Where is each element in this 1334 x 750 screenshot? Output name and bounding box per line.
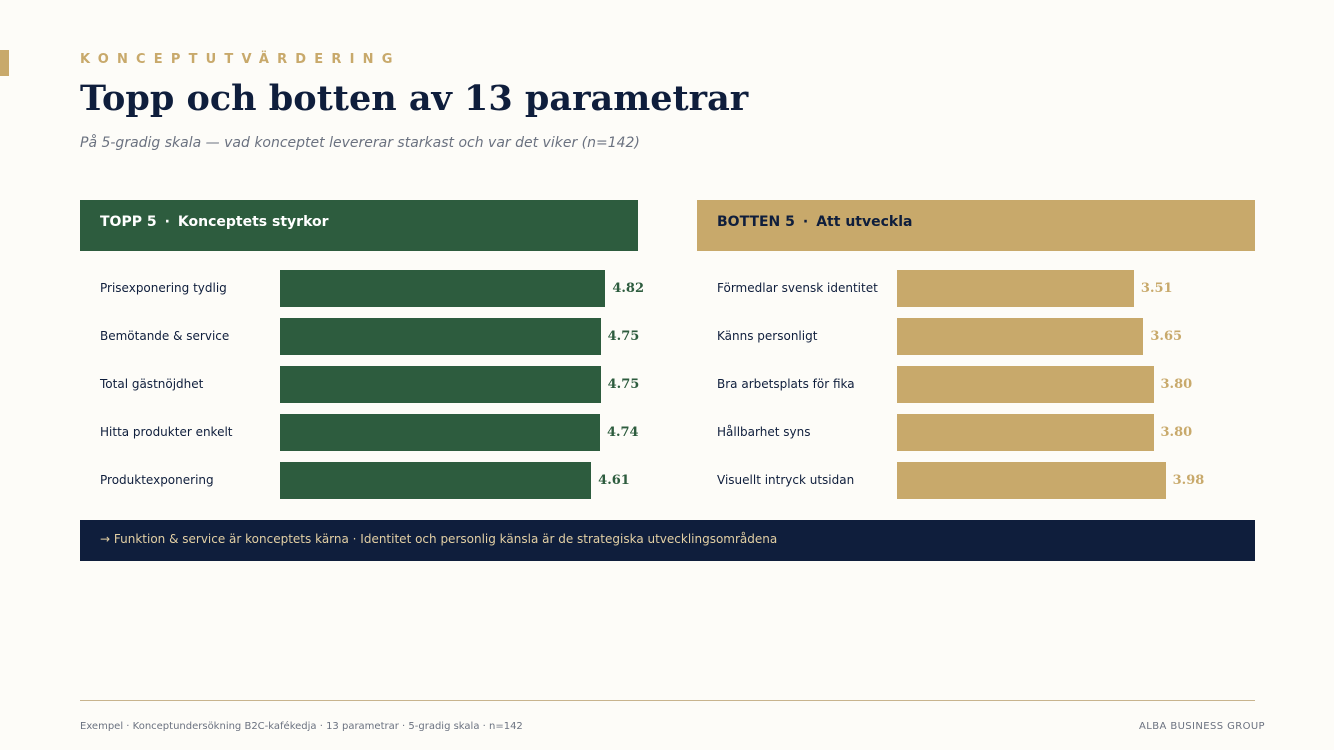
- top-value-label: 4.75: [607, 329, 640, 344]
- top-row: Prisexponering tydlig 4.82: [80, 270, 644, 307]
- bottom-value-label: 3.80: [1160, 377, 1193, 392]
- footer-divider: [80, 700, 1255, 701]
- footer-source: Exempel · Konceptundersökning B2C-kaféke…: [80, 721, 523, 732]
- bottom-category-label: Känns personligt: [717, 329, 818, 343]
- top-bar: [280, 318, 601, 355]
- bottom-value-label: 3.98: [1172, 473, 1205, 488]
- top-bar: [280, 462, 592, 499]
- bottom-panel-separator: ·: [802, 214, 809, 230]
- bottom-panel-heading: BOTTEN 5: [717, 214, 795, 230]
- bottom-panel: BOTTEN 5 · Att utveckla Förmedlar svensk i…: [697, 200, 1255, 501]
- page-subtitle: På 5-gradig skala — vad konceptet levere…: [80, 135, 640, 151]
- top-category-label: Total gästnöjdhet: [100, 377, 204, 391]
- top-category-label: Produktexponering: [100, 473, 214, 487]
- top-row: Produktexponering 4.61: [80, 462, 638, 499]
- bottom-row: Förmedlar svensk identitet 3.51: [697, 270, 1255, 307]
- footer-brand: ALBA BUSINESS GROUP: [1139, 721, 1265, 732]
- bottom-row: Visuellt intryck utsidan 3.98: [697, 462, 1255, 499]
- bottom-row: Hållbarhet syns 3.80: [697, 414, 1255, 451]
- top-category-label: Hitta produkter enkelt: [100, 425, 233, 439]
- top-row: Total gästnöjdhet 4.75: [80, 366, 640, 403]
- top-bar: [280, 414, 600, 451]
- bottom-chart: Förmedlar svensk identitet 3.51 Känns pers…: [697, 251, 1255, 501]
- top-panel-subheading: Konceptets styrkor: [177, 214, 329, 230]
- top-row: Hitta produkter enkelt 4.74: [80, 414, 639, 451]
- top-row: Bemötande & service 4.75: [80, 318, 640, 355]
- insight-banner: → Funktion & service är konceptets kärna…: [80, 520, 1255, 561]
- bottom-category-label: Visuellt intryck utsidan: [717, 473, 855, 487]
- bottom-panel-subheading: Att utveckla: [816, 214, 913, 230]
- bottom-bar: [897, 366, 1154, 403]
- top-value-label: 4.61: [598, 473, 630, 488]
- top-category-label: Bemötande & service: [100, 329, 230, 343]
- top-value-label: 4.82: [612, 281, 645, 296]
- top-panel: TOPP 5 · Konceptets styrkor Prisexponering…: [80, 200, 644, 501]
- top-panel-separator: ·: [164, 214, 170, 230]
- top-bar: [280, 270, 606, 307]
- bottom-category-label: Förmedlar svensk identitet: [717, 281, 878, 295]
- bottom-category-label: Bra arbetsplats för fika: [717, 377, 855, 391]
- top-value-label: 4.75: [607, 377, 640, 392]
- bottom-bar: [897, 462, 1166, 499]
- bottom-bar: [897, 318, 1144, 355]
- bottom-value-label: 3.65: [1150, 329, 1183, 344]
- bottom-bar: [897, 414, 1154, 451]
- bottom-row: Bra arbetsplats för fika 3.80: [697, 366, 1255, 403]
- bottom-value-label: 3.51: [1140, 281, 1173, 296]
- accent-bar: [0, 50, 9, 76]
- top-category-label: Prisexponering tydlig: [100, 281, 227, 295]
- page-title: Topp och botten av 13 parametrar: [80, 78, 749, 119]
- top-bar: [280, 366, 601, 403]
- bottom-panel-header: BOTTEN 5 · Att utveckla: [697, 200, 1255, 251]
- bottom-category-label: Hållbarhet syns: [717, 425, 811, 439]
- top-panel-heading: TOPP 5: [100, 214, 157, 230]
- bottom-row: Känns personligt 3.65: [697, 318, 1255, 355]
- top-value-label: 4.74: [606, 425, 639, 440]
- bottom-value-label: 3.80: [1160, 425, 1193, 440]
- top-chart: Prisexponering tydlig 4.82 Bemötande & ser…: [80, 251, 644, 501]
- top-panel-header: TOPP 5 · Konceptets styrkor: [80, 200, 638, 251]
- bottom-bar: [897, 270, 1134, 307]
- kicker: KONCEPTUTVÄRDERING: [80, 52, 401, 67]
